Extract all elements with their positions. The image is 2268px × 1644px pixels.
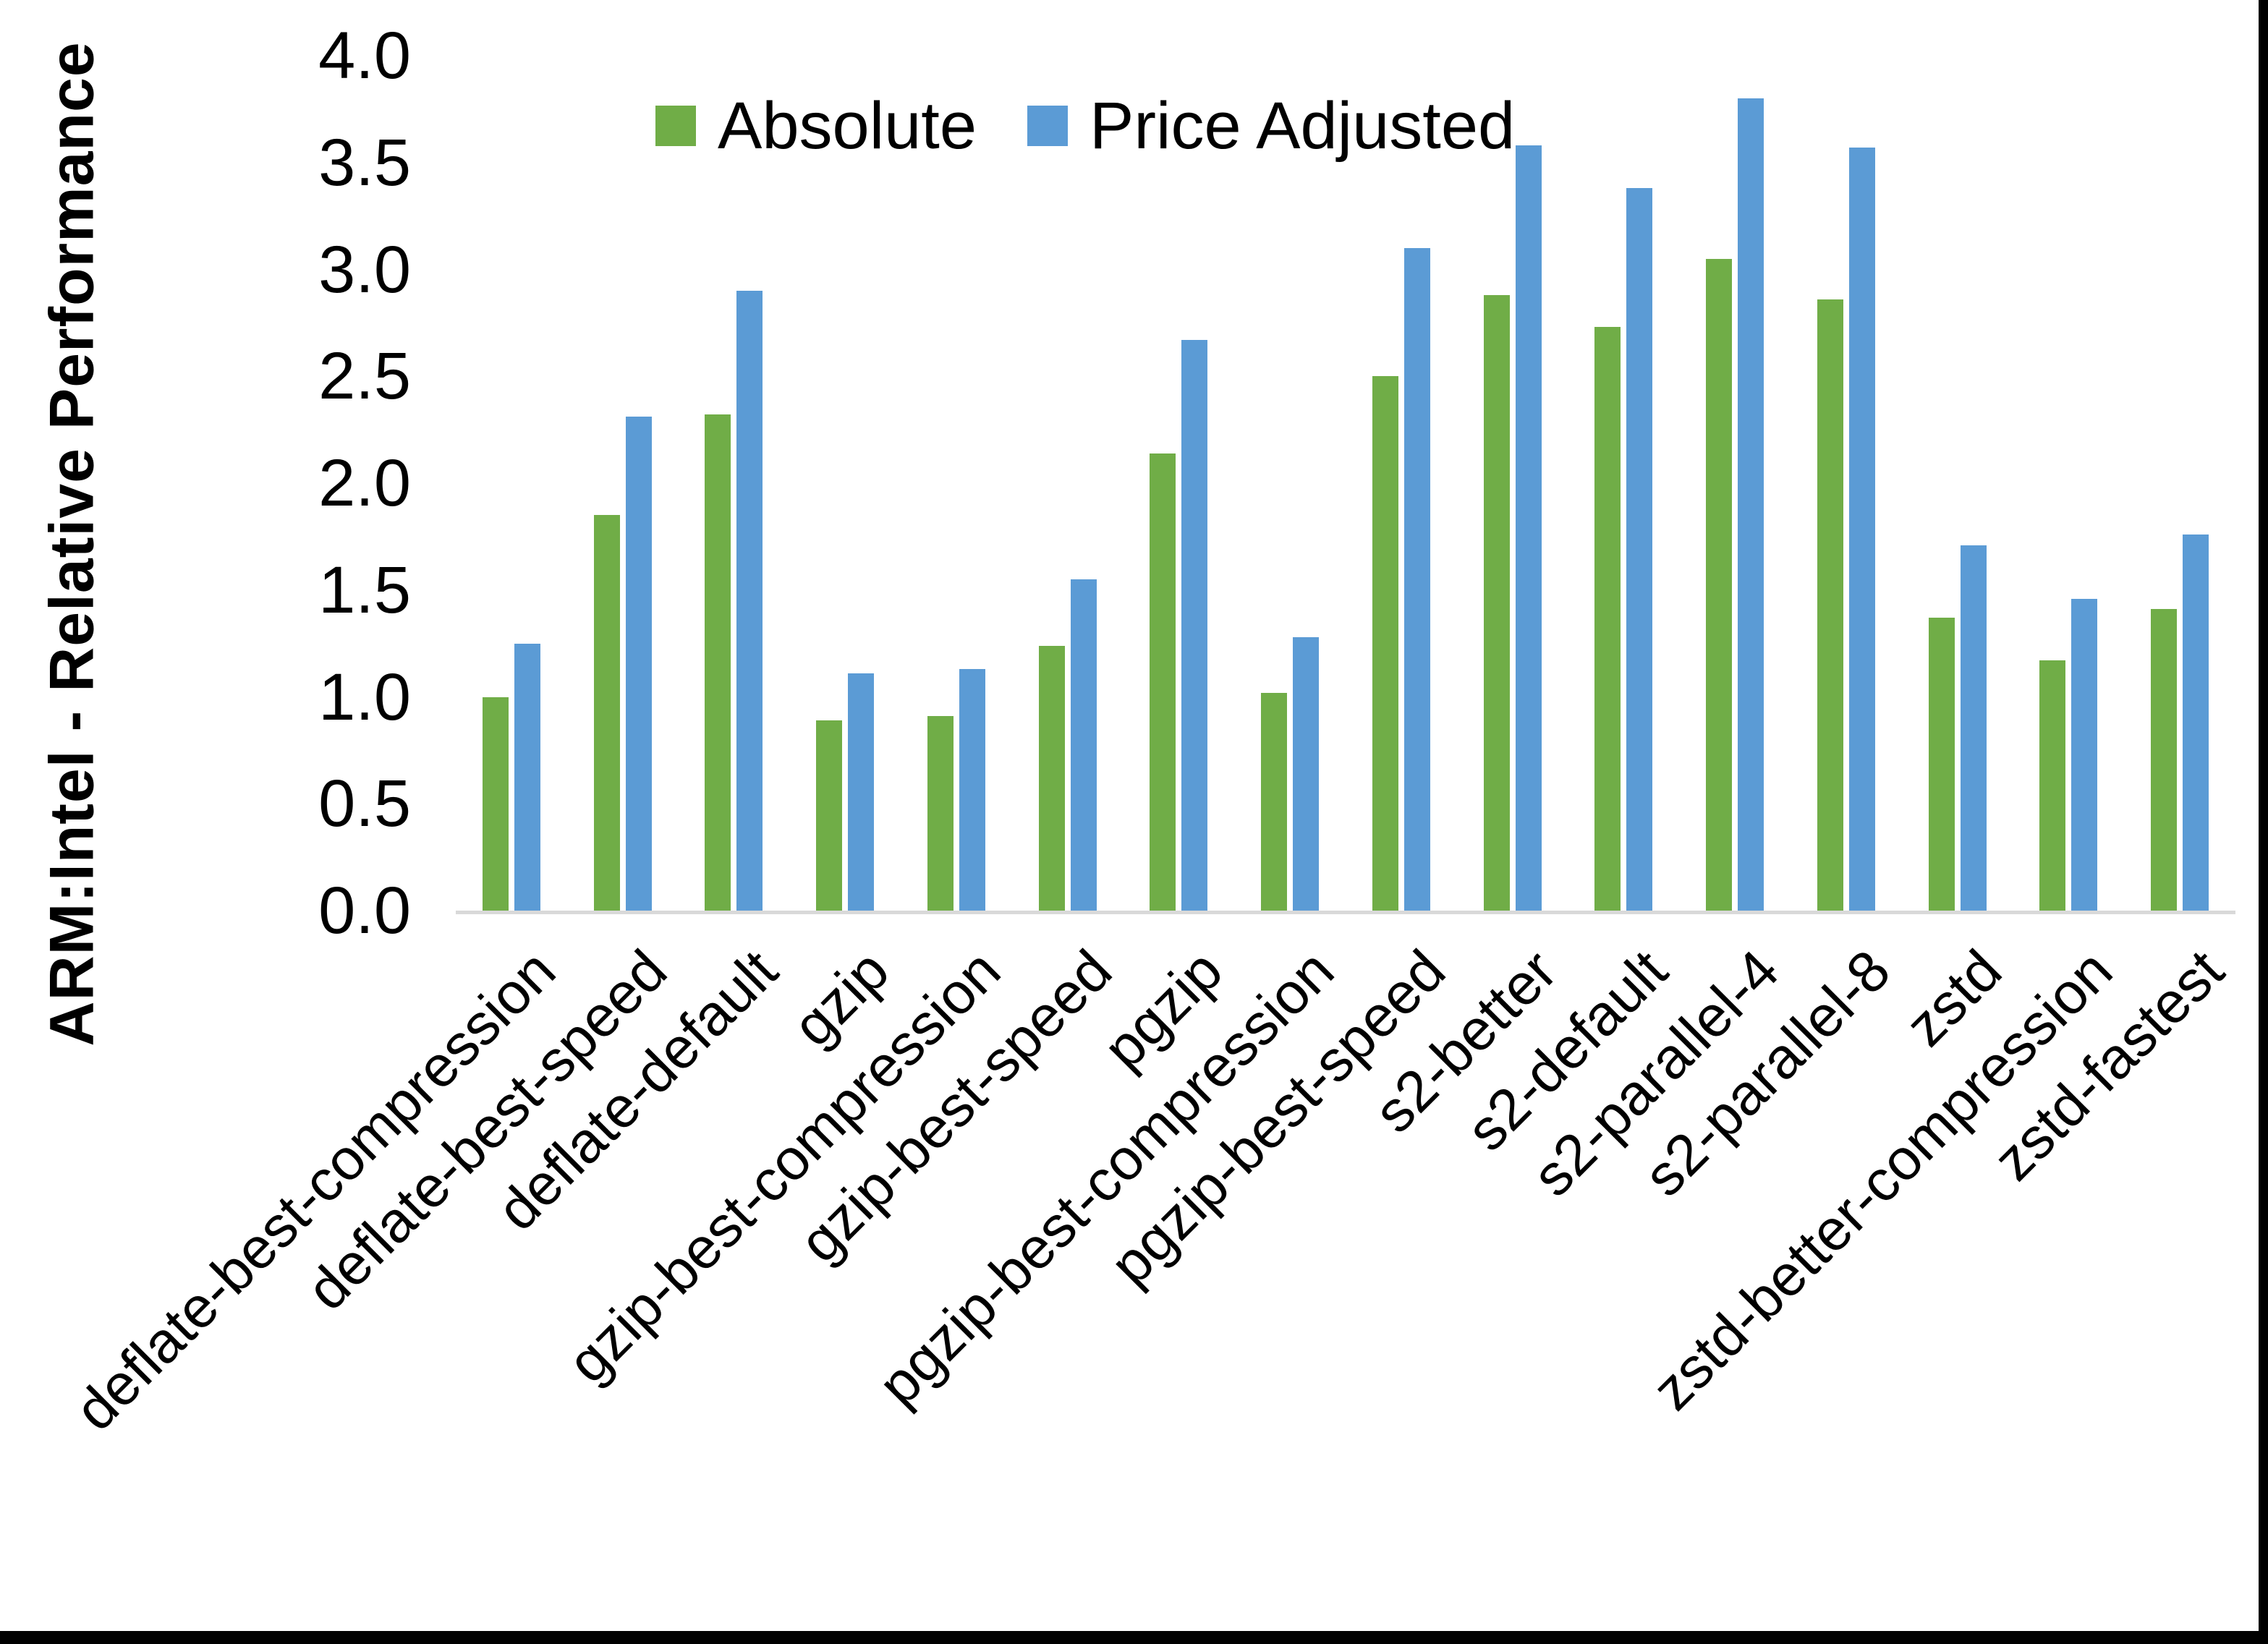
bar-absolute (2151, 609, 2178, 911)
bar-price-adjusted (848, 673, 875, 911)
bar-price-adjusted (959, 669, 985, 911)
y-tick-label: 4.0 (318, 19, 411, 93)
bar-absolute (816, 720, 843, 911)
bar-absolute (927, 716, 954, 911)
legend-swatch-icon (1027, 106, 1069, 146)
bar-price-adjusted (1848, 148, 1875, 911)
bar-price-adjusted (1070, 579, 1097, 911)
bar-absolute (705, 414, 731, 911)
legend-label: Absolute (718, 89, 977, 163)
bar-price-adjusted (1403, 247, 1430, 911)
image-border-right (2259, 0, 2268, 1644)
bar-price-adjusted (1960, 545, 1987, 911)
legend-item: Absolute (655, 93, 977, 159)
bar-price-adjusted (1181, 340, 1208, 911)
legend-item: Price Adjusted (1027, 93, 1515, 159)
bar-absolute (2039, 660, 2066, 911)
bar-absolute (1372, 376, 1398, 911)
bar-absolute (1261, 692, 1288, 911)
bar-absolute (1038, 645, 1065, 911)
y-tick-label: 1.0 (318, 660, 411, 734)
bar-price-adjusted (1293, 636, 1320, 911)
y-tick-label: 1.5 (318, 553, 411, 627)
bar-price-adjusted (2183, 534, 2209, 911)
y-tick-label: 0.5 (318, 767, 411, 841)
y-tick-label: 3.0 (318, 232, 411, 307)
bar-absolute (1483, 294, 1510, 911)
legend-label: Price Adjusted (1090, 89, 1516, 163)
legend-swatch-icon (655, 106, 696, 146)
bar-price-adjusted (625, 417, 652, 911)
bar-price-adjusted (1626, 188, 1653, 911)
bar-price-adjusted (1515, 145, 1542, 911)
bar-price-adjusted (1738, 98, 1764, 911)
bar-absolute (1594, 327, 1621, 911)
bar-absolute (1150, 453, 1176, 911)
legend: Absolute Price Adjusted (655, 93, 1515, 159)
bar-price-adjusted (736, 291, 763, 911)
y-axis-title: ARM:Intel - Relative Performance (37, 41, 107, 1047)
y-tick-label: 3.5 (318, 125, 411, 200)
bar-absolute (593, 515, 620, 911)
image-border-bottom (0, 1631, 2268, 1644)
bar-price-adjusted (2071, 598, 2098, 911)
bar-absolute (482, 697, 509, 911)
y-tick-label: 0.0 (318, 874, 411, 947)
bar-absolute (1928, 618, 1955, 911)
bar-absolute (1817, 299, 1843, 911)
bar-price-adjusted (514, 643, 540, 911)
y-tick-label: 2.0 (318, 446, 411, 520)
y-tick-label: 2.5 (318, 339, 411, 414)
x-axis-line (456, 911, 2235, 914)
bar-absolute (1706, 258, 1733, 911)
